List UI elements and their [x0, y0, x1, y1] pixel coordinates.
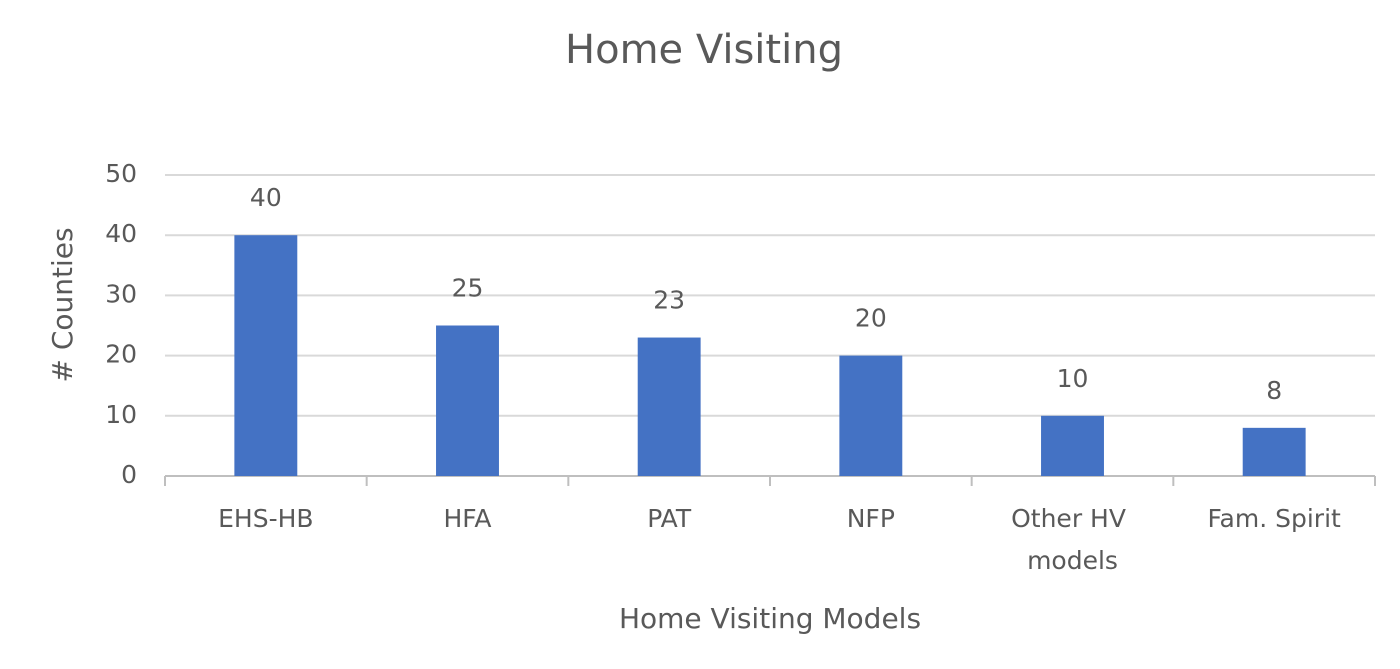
y-tick-label: 10 [105, 400, 137, 429]
data-label: 8 [1266, 376, 1282, 405]
bar [234, 235, 298, 476]
x-axis-title: Home Visiting Models [619, 602, 921, 635]
bar [436, 325, 499, 476]
chart-title: Home Visiting [565, 27, 843, 73]
y-tick-label: 0 [121, 460, 137, 489]
bar [839, 355, 903, 476]
data-label: 20 [855, 304, 887, 333]
x-tick-label: PAT [647, 504, 692, 533]
bar [1041, 415, 1104, 476]
x-tick-label: Fam. Spirit [1207, 504, 1341, 533]
y-tick-label: 20 [105, 340, 137, 369]
data-label: 40 [250, 183, 282, 212]
x-tick-label: Other HV models [1011, 504, 1134, 575]
bar [1242, 427, 1306, 476]
y-tick-label: 30 [105, 279, 137, 308]
data-label: 10 [1057, 364, 1089, 393]
x-tick-label: HFA [444, 504, 492, 533]
bar [637, 337, 701, 476]
y-tick-label: 40 [105, 219, 137, 248]
x-tick-label: EHS-HB [218, 504, 313, 533]
y-tick-label: 50 [105, 159, 137, 188]
x-tick-label: NFP [847, 504, 895, 533]
data-label: 25 [452, 274, 484, 303]
y-axis-title: # Counties [46, 227, 79, 382]
data-label: 23 [653, 286, 685, 315]
